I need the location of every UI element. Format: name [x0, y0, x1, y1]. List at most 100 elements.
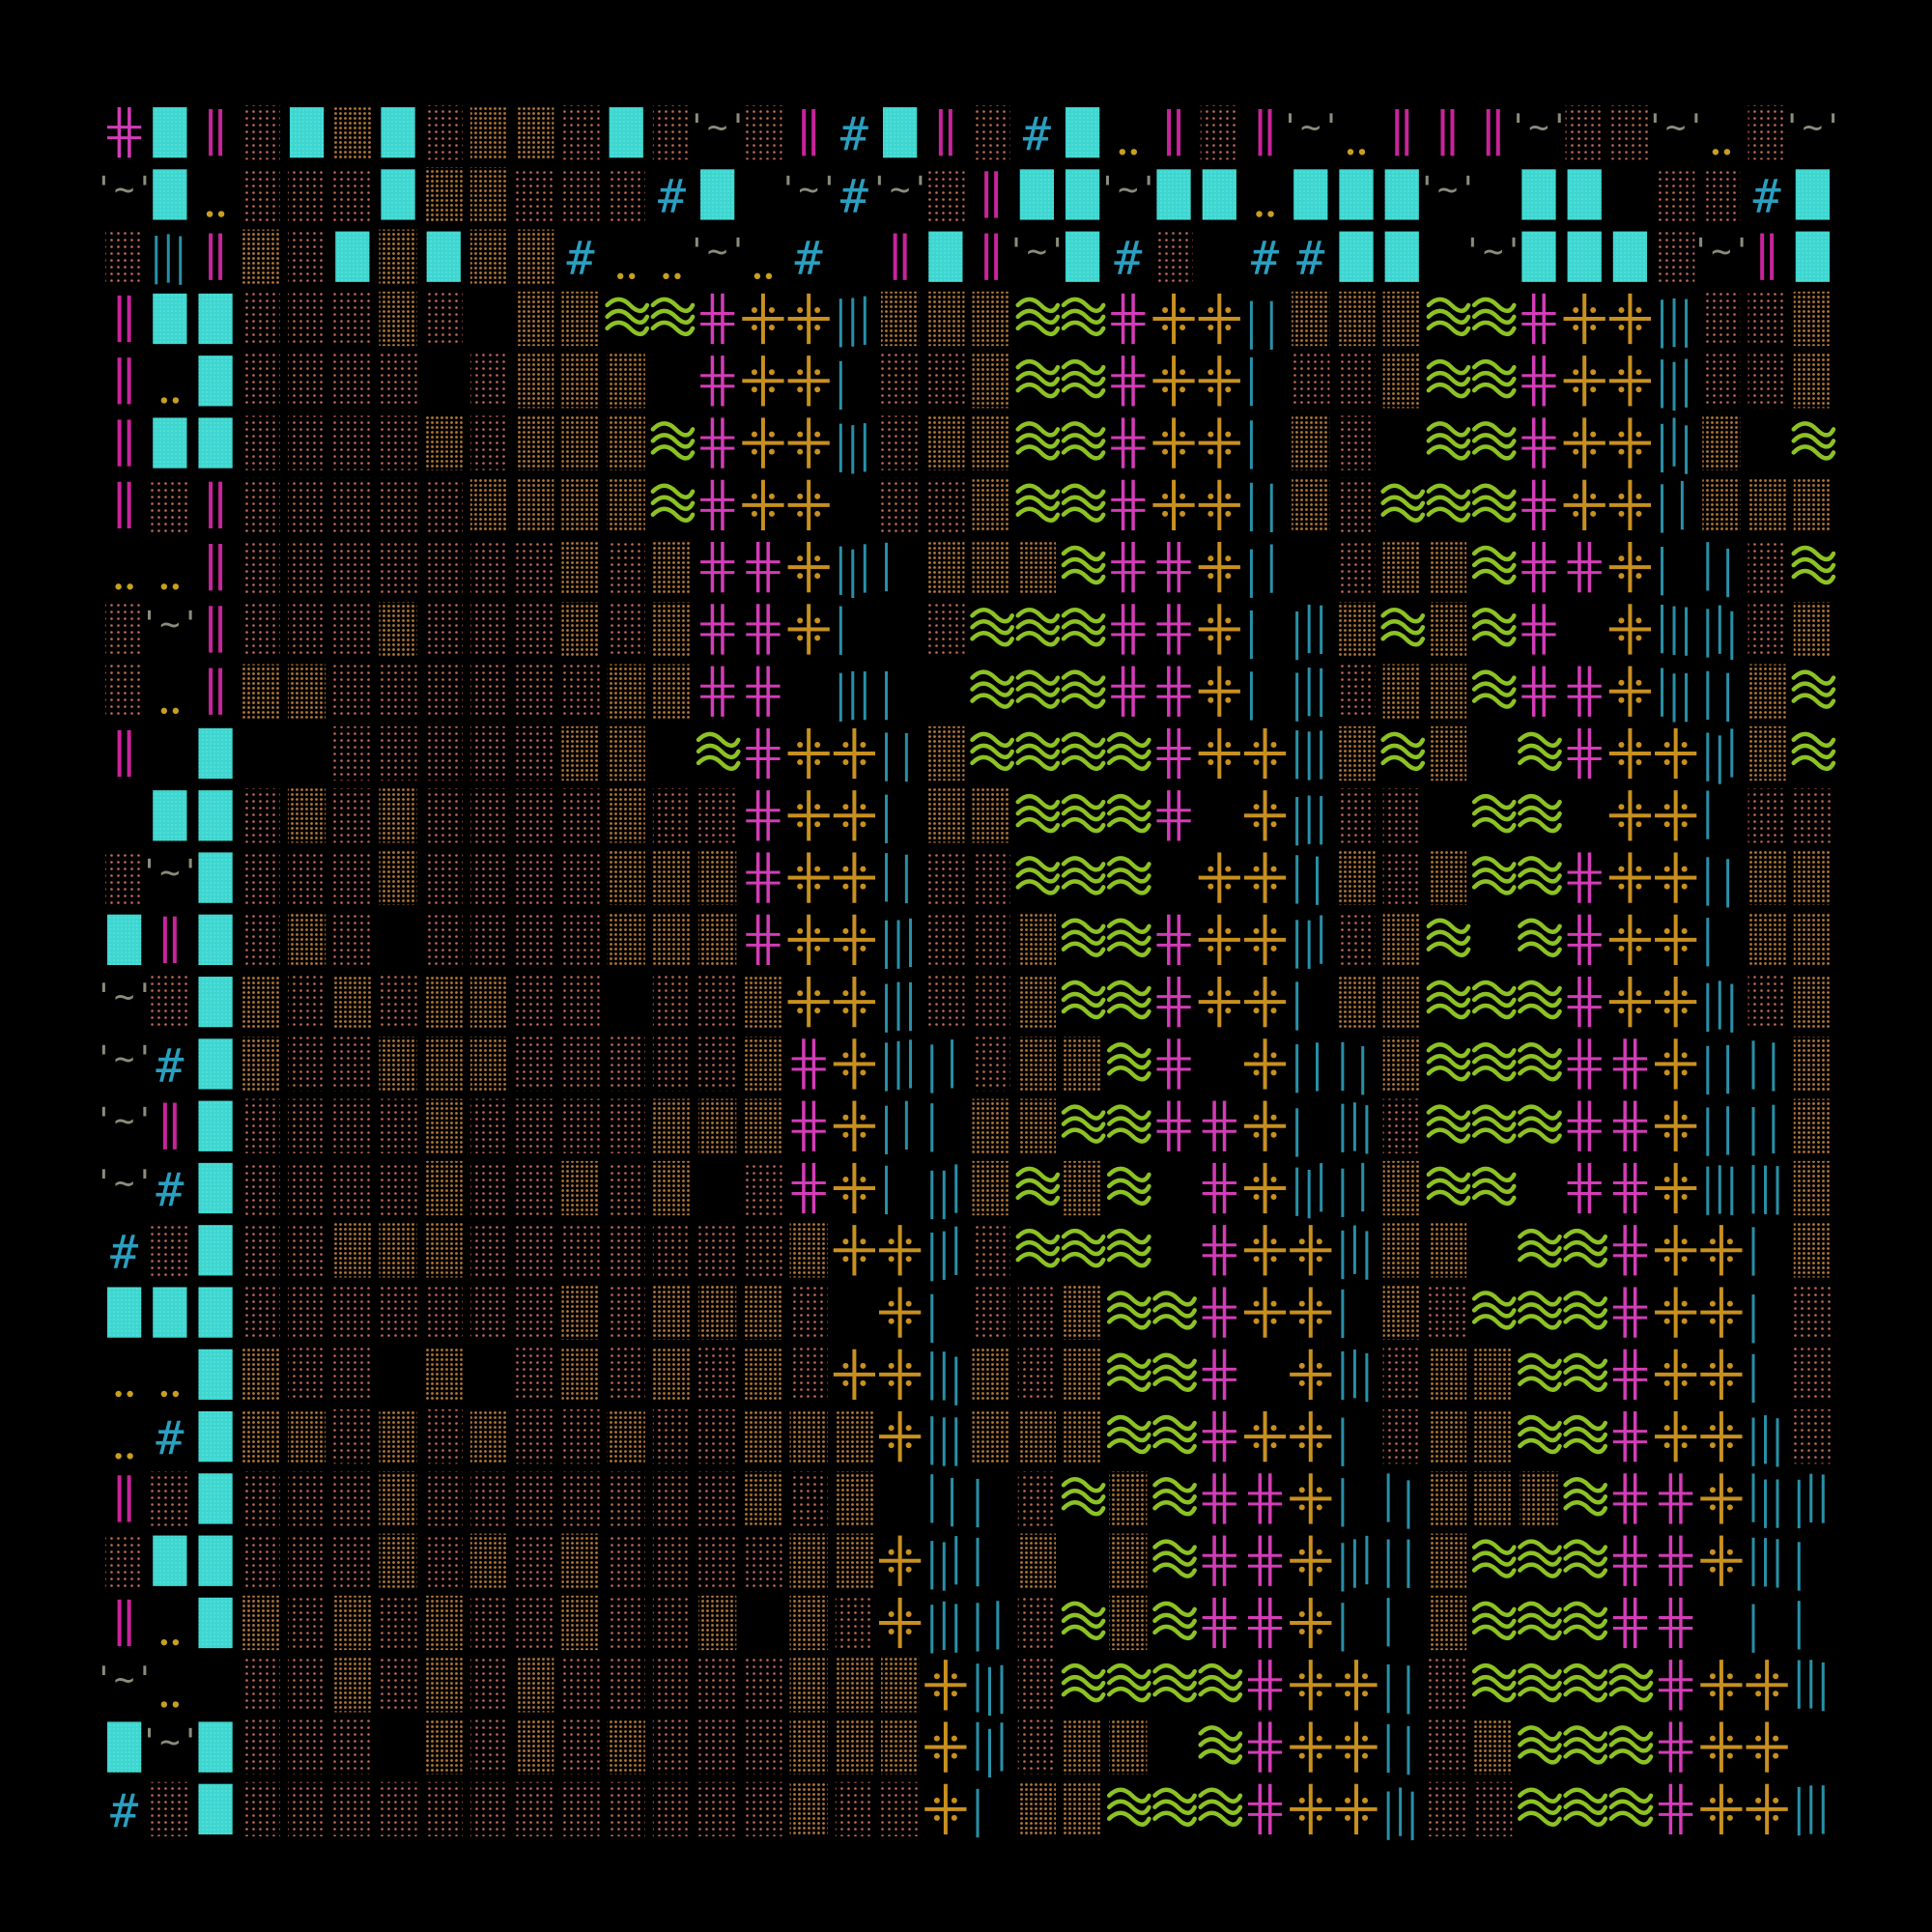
- cyan-block-glyph: [198, 1721, 233, 1773]
- gold-cross-glyph: [1290, 1535, 1332, 1586]
- salmon-dots-glyph: [242, 1719, 280, 1775]
- tan-dots-glyph: [1382, 664, 1421, 719]
- double-cross-glyph: [1156, 914, 1191, 965]
- gold-cross-glyph: [787, 542, 830, 593]
- salmon-dots-glyph: [287, 1347, 327, 1402]
- tan-dots-glyph: [1474, 1409, 1513, 1464]
- double-cross-glyph: [1612, 1535, 1648, 1586]
- thin-bars-glyph: [838, 606, 842, 655]
- salmon-dots-glyph: [744, 1719, 782, 1775]
- wave-glyph: [1471, 358, 1517, 399]
- gold-cross-glyph: [1198, 542, 1240, 593]
- tan-dots-glyph: [379, 291, 417, 347]
- thin-bars-glyph: [1249, 482, 1273, 532]
- cyan-block-glyph: [198, 1349, 233, 1400]
- cyan-block-glyph: [198, 1411, 233, 1463]
- thin-bars-glyph: [1751, 1104, 1776, 1156]
- tan-dots-glyph: [607, 725, 645, 781]
- gold-cross-glyph: [1563, 417, 1605, 469]
- gold-cross-glyph: [787, 293, 830, 345]
- salmon-dots-glyph: [652, 1719, 692, 1775]
- salmon-dots-glyph: [469, 1781, 509, 1836]
- salmon-dots-glyph: [1793, 1409, 1832, 1464]
- salmon-dots-glyph: [469, 1160, 509, 1216]
- tan-dots-glyph: [1747, 477, 1786, 532]
- double-cross-glyph: [107, 107, 142, 158]
- salmon-dots-glyph: [561, 1471, 600, 1526]
- salmon-dots-glyph: [698, 1781, 737, 1836]
- salmon-dots-glyph: [424, 291, 463, 347]
- salmon-dots-glyph: [652, 1595, 692, 1651]
- wave-glyph: [1518, 918, 1562, 957]
- cyan-block-glyph: [153, 169, 187, 220]
- tilde-glyph: '~': [1097, 170, 1159, 210]
- tilde-glyph: '~': [1781, 108, 1843, 148]
- salmon-dots-glyph: [333, 1471, 372, 1526]
- gold-cross-glyph: [1655, 1225, 1697, 1276]
- cyan-block-glyph: [198, 727, 233, 780]
- salmon-dots-glyph: [1702, 354, 1741, 409]
- thin-bars-glyph: [885, 853, 908, 904]
- thin-bars-glyph: [1341, 1478, 1345, 1527]
- double-cross-glyph: [1156, 790, 1191, 841]
- salmon-dots-glyph: [333, 1098, 372, 1153]
- double-cross-glyph: [1521, 542, 1556, 593]
- cyan-block-glyph: [1065, 169, 1100, 220]
- tan-dots-glyph: [1382, 912, 1421, 967]
- salmon-dots-glyph: [516, 1037, 554, 1092]
- salmon-dots-glyph: [105, 850, 144, 905]
- gold-cross-glyph: [833, 1349, 876, 1400]
- thin-bars-glyph: [1797, 1473, 1825, 1529]
- double-dot-glyph: [1256, 211, 1274, 217]
- tilde-glyph: '~': [1417, 170, 1479, 210]
- salmon-dots-glyph: [242, 167, 280, 222]
- salmon-dots-glyph: [1337, 912, 1376, 967]
- thin-bars-glyph: [1295, 604, 1323, 661]
- cyan-block-glyph: [1521, 231, 1556, 282]
- gold-cross-glyph: [1243, 1100, 1287, 1151]
- tan-dots-glyph: [1793, 1098, 1832, 1153]
- salmon-dots-glyph: [561, 1719, 600, 1775]
- hash-glyph: #: [566, 232, 594, 286]
- double-cross-glyph: [1156, 1100, 1191, 1151]
- salmon-dots-glyph: [561, 1037, 600, 1092]
- tan-dots-glyph: [972, 477, 1010, 532]
- gold-cross-glyph: [924, 1721, 967, 1773]
- double-cross-glyph: [700, 479, 735, 530]
- tan-dots-glyph: [379, 788, 417, 843]
- wave-glyph: [1061, 1662, 1106, 1703]
- double-cross-glyph: [700, 293, 735, 345]
- gold-cross-glyph: [1700, 1473, 1743, 1524]
- double-cross-glyph: [1202, 1100, 1236, 1151]
- tan-dots-glyph: [835, 1658, 874, 1713]
- svg-text:'~': '~': [1006, 232, 1067, 271]
- svg-text:'~': '~': [94, 1163, 156, 1203]
- salmon-dots-glyph: [242, 1098, 280, 1153]
- cyan-block-glyph: [883, 107, 918, 158]
- wave-glyph: [1426, 980, 1471, 1020]
- cyan-block-glyph: [153, 1287, 187, 1338]
- gold-cross-glyph: [833, 1225, 876, 1276]
- tilde-glyph: '~': [1280, 108, 1342, 148]
- salmon-dots-glyph: [287, 354, 327, 409]
- gold-cross-glyph: [787, 977, 830, 1028]
- salmon-dots-glyph: [469, 1595, 509, 1651]
- tan-dots-glyph: [972, 788, 1010, 843]
- thin-bars-glyph: [1751, 1227, 1755, 1276]
- salmon-dots-glyph: [287, 1719, 327, 1775]
- gold-cross-glyph: [787, 479, 830, 530]
- salmon-dots-glyph: [287, 1658, 327, 1713]
- salmon-dots-glyph: [151, 1223, 189, 1278]
- double-cross-glyph: [1567, 666, 1602, 717]
- salmon-dots-glyph: [151, 975, 189, 1030]
- tan-dots-glyph: [1017, 912, 1056, 967]
- wave-glyph: [1015, 856, 1061, 895]
- wave-glyph: [1380, 483, 1426, 523]
- gold-cross-glyph: [1563, 479, 1605, 530]
- salmon-dots-glyph: [105, 602, 144, 657]
- wave-glyph: [1015, 669, 1061, 709]
- thin-bars-glyph: [1295, 795, 1323, 846]
- tan-dots-glyph: [424, 1037, 463, 1092]
- double-cross-glyph: [1521, 417, 1556, 469]
- salmon-dots-glyph: [287, 1098, 327, 1153]
